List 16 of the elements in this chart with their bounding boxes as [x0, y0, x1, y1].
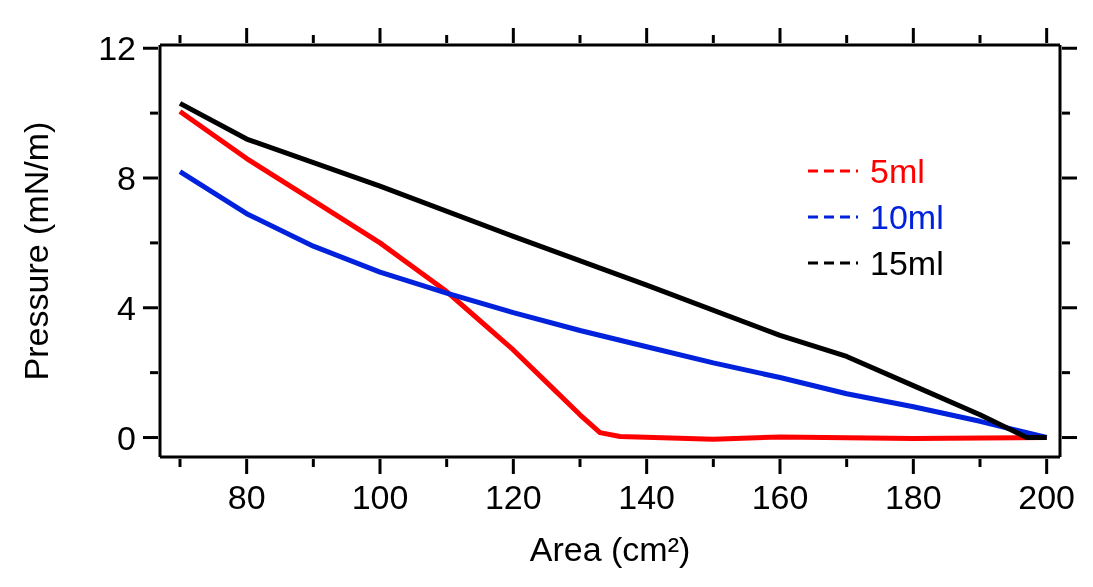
x-tick-label: 120 — [484, 478, 542, 516]
y-tick-label: 4 — [117, 288, 136, 327]
x-tick-label: 140 — [618, 478, 676, 516]
legend-label: 5ml — [870, 151, 925, 191]
legend-label: 10ml — [870, 197, 944, 237]
x-tick-label: 180 — [884, 478, 942, 516]
x-tick-label: 80 — [227, 478, 266, 516]
y-axis-title: Pressure (mN/m) — [17, 121, 56, 381]
y-tick-label: 0 — [117, 418, 136, 457]
legend-label: 15ml — [870, 243, 944, 283]
x-tick-label: 200 — [1018, 478, 1076, 516]
x-tick-label: 160 — [751, 478, 809, 516]
y-tick-label: 8 — [117, 159, 136, 198]
x-tick-label: 100 — [351, 478, 409, 516]
y-tick-label: 12 — [98, 29, 136, 68]
x-axis-title: Area (cm²) — [529, 530, 691, 568]
